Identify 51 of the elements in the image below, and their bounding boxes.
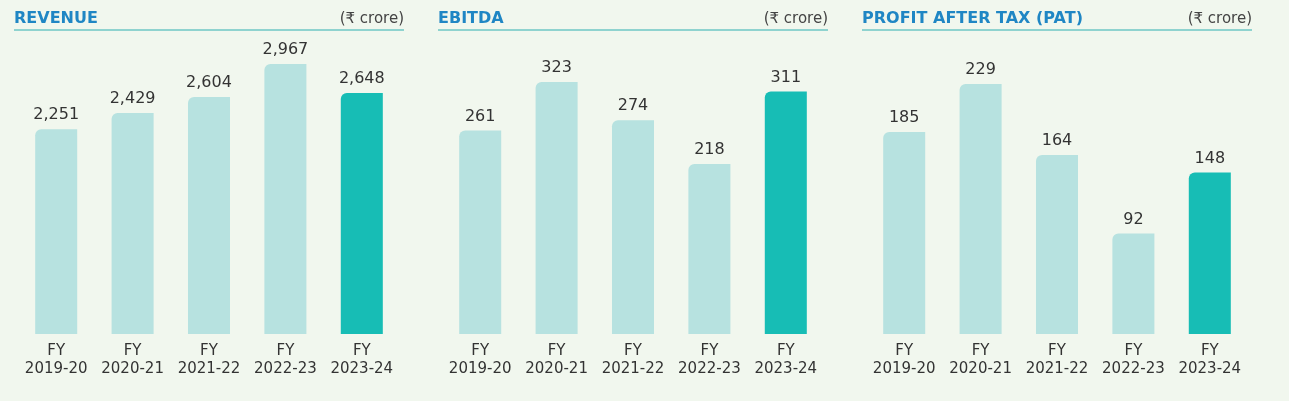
bar [1112, 233, 1155, 334]
data-label: 2,967 [262, 39, 309, 59]
data-label: 261 [464, 105, 496, 125]
chart-title: PROFIT AFTER TAX (PAT) [862, 8, 1083, 27]
data-label: 2,604 [186, 72, 232, 92]
chart-subtitle: (₹ crore) [763, 9, 828, 27]
x-tick-label: FY 2021-22 [601, 340, 665, 377]
x-tick-label: FY 2020-21 [949, 340, 1012, 377]
bar [264, 64, 307, 334]
bar [688, 163, 731, 334]
x-tick-label: FY 2022-23 [1102, 340, 1165, 377]
data-label: 229 [965, 59, 996, 79]
bar [459, 130, 502, 334]
data-label: 148 [1194, 147, 1226, 167]
bar [1035, 154, 1079, 334]
data-label: 185 [888, 107, 920, 127]
bar [764, 91, 807, 334]
bar [35, 129, 78, 334]
x-tick-label: FY 2023-24 [1178, 340, 1242, 377]
bar [535, 82, 578, 334]
chart-title: EBITDA [438, 8, 504, 27]
data-label: 218 [694, 139, 725, 159]
data-label: 2,429 [109, 88, 156, 108]
chart-title: REVENUE [14, 8, 98, 27]
x-tick-label: FY 2019-20 [448, 340, 512, 377]
x-tick-label: FY 2022-23 [678, 340, 741, 377]
bar [883, 131, 926, 334]
data-label: 2,251 [33, 104, 80, 124]
bar [959, 83, 1002, 334]
x-tick-label: FY 2020-21 [525, 340, 588, 377]
bar [187, 97, 231, 334]
x-tick-label: FY 2021-22 [177, 340, 241, 377]
data-label: 274 [617, 95, 649, 115]
data-label: 311 [770, 66, 802, 86]
bar [340, 93, 383, 334]
bar [111, 112, 154, 334]
x-tick-label: FY 2023-24 [754, 340, 818, 377]
x-tick-label: FY 2021-22 [1025, 340, 1089, 377]
data-label: 323 [541, 57, 572, 77]
bar [611, 120, 655, 334]
x-tick-label: FY 2019-20 [872, 340, 936, 377]
chart-subtitle: (₹ crore) [339, 9, 404, 27]
x-tick-label: FY 2022-23 [254, 340, 317, 377]
data-label: 92 [1123, 208, 1144, 228]
chart-subtitle: (₹ crore) [1187, 9, 1252, 27]
x-tick-label: FY 2023-24 [330, 340, 394, 377]
x-tick-label: FY 2019-20 [24, 340, 88, 377]
data-label: 2,648 [338, 68, 385, 88]
bar [1188, 172, 1231, 334]
data-label: 164 [1041, 130, 1073, 150]
x-tick-label: FY 2020-21 [101, 340, 164, 377]
